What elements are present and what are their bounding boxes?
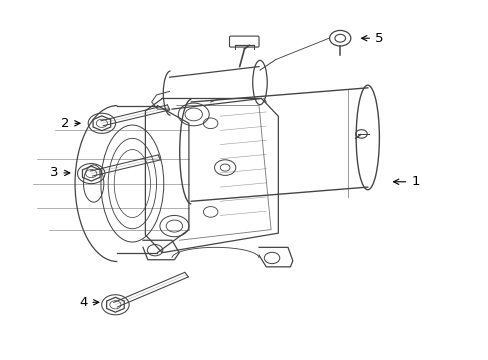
Text: 5: 5: [361, 32, 383, 45]
Text: 2: 2: [61, 117, 80, 130]
Text: 4: 4: [79, 296, 99, 309]
Text: 1: 1: [393, 175, 419, 188]
Text: 3: 3: [50, 166, 70, 179]
